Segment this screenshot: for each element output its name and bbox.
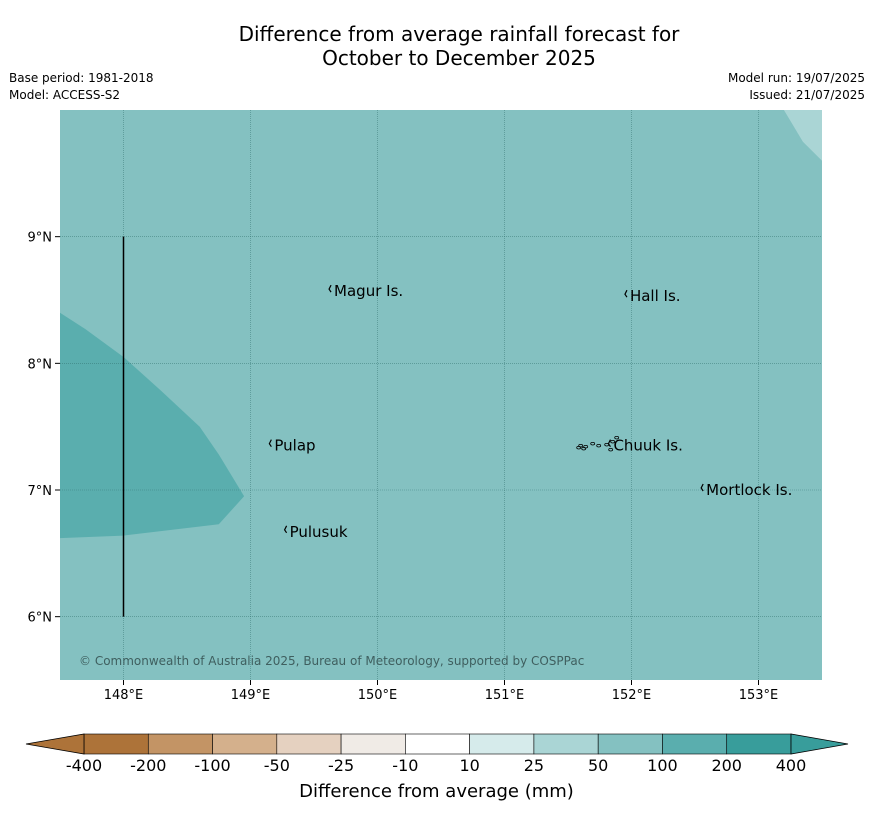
- lon-tick-label: 152°E: [612, 688, 652, 703]
- chuuk-islet: [614, 435, 620, 440]
- model-run-text: Model run: 19/07/2025: [727, 71, 865, 85]
- place-label: Hall Is.: [630, 287, 681, 305]
- forecast-region-1: [60, 312, 245, 539]
- colorbar-label: 400: [775, 756, 807, 775]
- colorbar-label: -100: [194, 756, 231, 775]
- lat-tick-label: 7°N: [28, 484, 53, 499]
- colorbar-segment: [533, 733, 599, 755]
- model-text: Model: ACCESS-S2: [9, 88, 121, 102]
- colorbar-label: 50: [587, 756, 609, 775]
- colorbar-label: 100: [647, 756, 678, 775]
- colorbar-segment: [469, 733, 535, 755]
- base-period-text: Base period: 1981-2018: [9, 71, 154, 85]
- meta-right: Model run: 19/07/2025 Issued: 21/07/2025: [728, 70, 865, 104]
- lon-tick-label: 149°E: [231, 688, 271, 703]
- lat-tick-label: 8°N: [28, 357, 53, 372]
- chart-title: Difference from average rainfall forecas…: [0, 22, 873, 70]
- colorbar-segment: [276, 733, 342, 755]
- chuuk-islet: [610, 439, 616, 444]
- colorbar-label: -25: [328, 756, 355, 775]
- chuuk-islet: [596, 443, 602, 448]
- colorbar-segment: [597, 733, 663, 755]
- place-label: Mortlock Is.: [706, 481, 792, 499]
- colorbar-segment: [147, 733, 213, 755]
- place-label: Pulap: [274, 437, 315, 455]
- colorbar-segment: [212, 733, 278, 755]
- chuuk-islet: [581, 446, 587, 451]
- colorbar-segment: [83, 733, 149, 755]
- colorbar-label: -400: [65, 756, 103, 775]
- island-outline: [328, 284, 332, 293]
- lon-tick-label: 153°E: [739, 688, 779, 703]
- meta-left: Base period: 1981-2018 Model: ACCESS-S2: [9, 70, 154, 104]
- legend-title: Difference from average (mm): [299, 781, 574, 802]
- colorbar-segment: [726, 733, 792, 755]
- colorbar-label: -10: [392, 756, 419, 775]
- map-background: [60, 110, 822, 680]
- title-line-1: Difference from average rainfall forecas…: [238, 22, 680, 46]
- issued-text: Issued: 21/07/2025: [749, 88, 865, 102]
- colorbar-label: 200: [711, 756, 742, 775]
- lon-tick-label: 151°E: [485, 688, 525, 703]
- place-label: Pulusuk: [290, 523, 348, 541]
- colorbar-label: -200: [130, 756, 167, 775]
- colorbar-label: 25: [523, 756, 545, 775]
- title-line-2: October to December 2025: [322, 46, 596, 70]
- legend-tick-labels: -400 -200 -100 -50 -25 -10 10 25 50 100 200 400: [0, 756, 873, 776]
- chuuk-islet: [608, 447, 614, 452]
- colorbar-label: 10: [459, 756, 480, 775]
- copyright-text: © Commonwealth of Australia 2025, Bureau…: [79, 654, 584, 668]
- island-outline: [700, 483, 704, 492]
- colorbar-under-arrow: [25, 733, 85, 755]
- colorbar-segment: [405, 733, 470, 755]
- colorbar-over-arrow: [790, 733, 849, 755]
- island-outline: [624, 289, 628, 298]
- chuuk-islet: [590, 441, 596, 446]
- colorbar-segment: [662, 733, 728, 755]
- chuuk-islet: [604, 442, 610, 447]
- island-outline: [268, 439, 272, 447]
- place-label: Chuuk Is.: [613, 437, 682, 455]
- colorbar-label: -50: [263, 756, 290, 775]
- chuuk-islet: [576, 445, 582, 450]
- lon-tick-label: 150°E: [358, 688, 398, 703]
- lat-tick-label: 9°N: [28, 231, 53, 246]
- place-label: Magur Is.: [334, 282, 403, 300]
- island-outline: [283, 525, 288, 534]
- lon-tick-label: 148°E: [104, 688, 144, 703]
- lat-tick-label: 6°N: [28, 611, 53, 626]
- forecast-region-2: [783, 110, 822, 161]
- colorbar-segment: [340, 733, 406, 755]
